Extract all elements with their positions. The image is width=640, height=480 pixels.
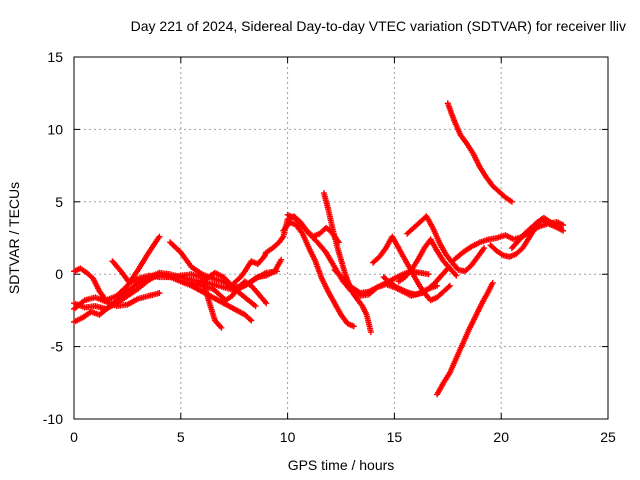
series-sat-g bbox=[177, 278, 255, 324]
data-point-markers bbox=[380, 265, 451, 298]
data-point-markers bbox=[508, 214, 567, 252]
chart-title: Day 221 of 2024, Sidereal Day-to-day VTE… bbox=[130, 18, 626, 34]
data-point-markers bbox=[280, 219, 357, 330]
series-sat-q bbox=[380, 265, 451, 298]
data-point-markers bbox=[395, 236, 460, 285]
y-axis-label: SDTVAR / TECUs bbox=[6, 181, 22, 295]
y-tick-label: 10 bbox=[47, 121, 63, 137]
series-group bbox=[71, 100, 567, 398]
series-sat-x bbox=[508, 214, 567, 252]
plot-frame bbox=[73, 56, 609, 420]
axes: 0 5 10 15 20 25 -10 -5 0 5 10 15 bbox=[43, 49, 616, 445]
data-point-markers bbox=[444, 100, 515, 205]
series-sat-u bbox=[434, 279, 496, 398]
y-tick-label: 15 bbox=[47, 49, 63, 65]
x-axis-label: GPS time / hours bbox=[287, 457, 395, 473]
x-tick-label: 15 bbox=[387, 429, 403, 445]
data-point-markers bbox=[194, 256, 285, 291]
series-sat-a bbox=[71, 233, 163, 304]
series-sat-i bbox=[231, 249, 270, 286]
data-point-markers bbox=[71, 233, 163, 304]
data-point-markers bbox=[404, 213, 488, 275]
y-tick-label: 5 bbox=[55, 194, 63, 210]
x-tick-label: 25 bbox=[600, 429, 616, 445]
y-tick-label: 0 bbox=[55, 266, 63, 282]
x-tick-label: 5 bbox=[177, 429, 185, 445]
data-point-markers bbox=[370, 233, 453, 304]
data-point-markers bbox=[209, 278, 270, 307]
x-tick-label: 20 bbox=[493, 429, 509, 445]
series-sat-r bbox=[395, 236, 460, 285]
grid bbox=[74, 57, 608, 419]
series-sat-s bbox=[404, 213, 488, 275]
data-point-markers bbox=[71, 290, 163, 312]
y-tick-label: -5 bbox=[51, 339, 64, 355]
series-sat-j bbox=[209, 278, 270, 307]
data-point-markers bbox=[231, 249, 270, 286]
x-tick-label: 0 bbox=[70, 429, 78, 445]
data-point-markers bbox=[177, 278, 255, 324]
series-sat-h bbox=[194, 256, 285, 291]
data-point-markers bbox=[434, 279, 496, 398]
series-sat-t bbox=[444, 100, 515, 205]
x-tick-label: 10 bbox=[280, 429, 296, 445]
series-sat-l bbox=[280, 219, 357, 330]
series-sat-d bbox=[71, 290, 163, 312]
y-tick-label: -10 bbox=[43, 411, 63, 427]
series-sat-p bbox=[370, 233, 453, 304]
